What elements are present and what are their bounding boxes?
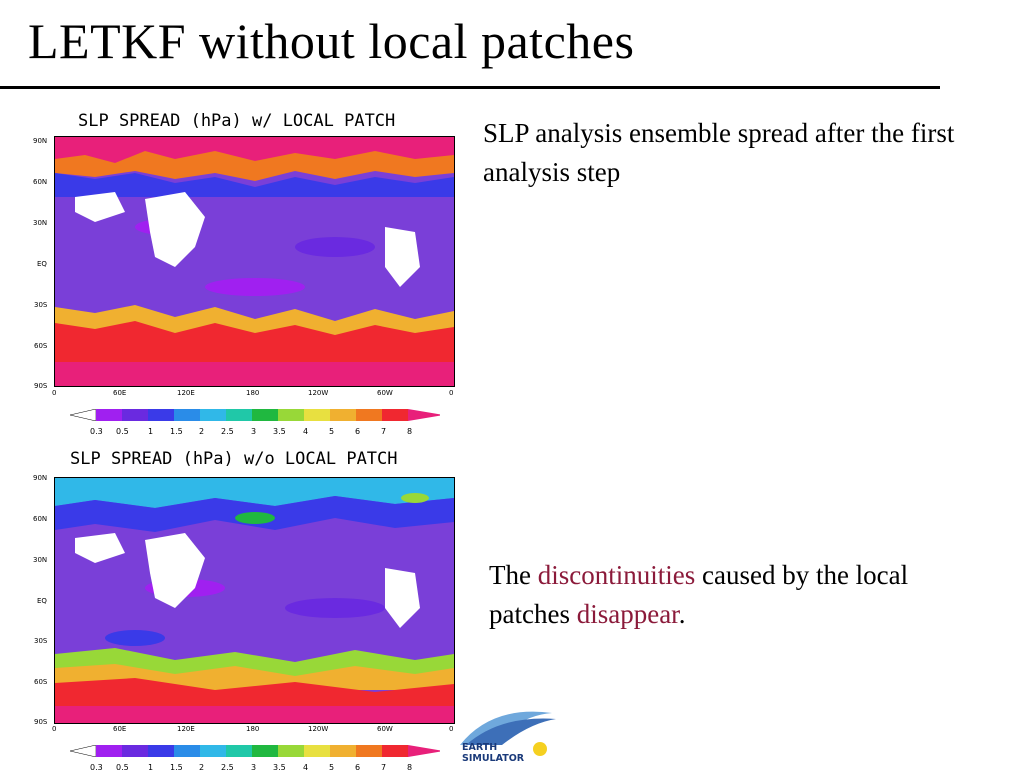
lon-label: 60W xyxy=(377,389,393,397)
colorbar-swatch xyxy=(252,409,278,421)
caption-highlight-disappear: disappear xyxy=(576,599,679,629)
lat-label: 90N xyxy=(33,137,48,145)
panel-title: SLP SPREAD (hPa) w/ LOCAL PATCH xyxy=(78,111,396,131)
lat-label: 90N xyxy=(33,474,48,482)
lon-label: 0 xyxy=(52,725,57,733)
colorbar-swatch xyxy=(122,409,148,421)
colorbar-label: 7 xyxy=(381,427,387,436)
colorbar-swatches xyxy=(69,408,444,422)
lon-label: 60W xyxy=(377,725,393,733)
logo-text: EARTH SIMULATOR xyxy=(462,742,524,764)
colorbar: 0.3 0.5 1 1.5 2 2.5 3 3.5 4 5 6 7 8 xyxy=(69,408,444,436)
lat-label: 60S xyxy=(34,678,48,686)
colorbar-label: 1.5 xyxy=(170,427,183,436)
logo-line-earth: EARTH xyxy=(462,742,498,753)
colorbar-under-triangle xyxy=(69,408,97,422)
colorbar-swatch xyxy=(174,409,200,421)
colorbar-label: 1 xyxy=(148,427,154,436)
colorbar-labels: 0.3 0.5 1 1.5 2 2.5 3 3.5 4 5 6 7 8 xyxy=(70,762,440,772)
panel-title: SLP SPREAD (hPa) w/o LOCAL PATCH xyxy=(70,449,398,469)
logo-line-simulator: SIMULATOR xyxy=(462,753,525,764)
caption-text: . xyxy=(678,599,686,629)
earth-simulator-logo xyxy=(460,711,556,756)
map-panel-with-local-patch: SLP SPREAD (hPa) w/ LOCAL PATCH 90N 60N … xyxy=(0,105,470,436)
lon-label: 60E xyxy=(113,389,127,397)
spread-field-without-patch xyxy=(55,478,454,723)
spread-map xyxy=(54,477,455,724)
colorbar-swatch xyxy=(174,745,200,757)
colorbar-swatches xyxy=(69,744,444,758)
lon-label: 0 xyxy=(449,725,454,733)
caption-text: The xyxy=(489,560,538,590)
colorbar-swatch xyxy=(148,745,174,757)
lat-label: 30S xyxy=(34,301,48,309)
colorbar-swatch xyxy=(382,409,408,421)
colorbar-swatch xyxy=(356,409,382,421)
colorbar-swatch xyxy=(200,409,226,421)
colorbar-label: 8 xyxy=(407,427,413,436)
colorbar-label: 2 xyxy=(199,427,205,436)
lat-label: EQ xyxy=(37,597,47,605)
colorbar-swatch xyxy=(330,409,356,421)
colorbar-swatch xyxy=(96,745,122,757)
colorbar-swatch xyxy=(382,745,408,757)
slide-title: LETKF without local patches xyxy=(28,13,635,69)
lat-label: 30N xyxy=(33,556,48,564)
title-rule xyxy=(0,86,940,89)
colorbar-swatch xyxy=(278,745,304,757)
colorbar-swatch xyxy=(330,745,356,757)
colorbar-swatch xyxy=(226,745,252,757)
lon-label: 180 xyxy=(246,389,260,397)
colorbar-swatch xyxy=(304,409,330,421)
spread-field-with-patch xyxy=(55,137,454,386)
lat-label: 90S xyxy=(34,718,48,726)
colorbar-label: 5 xyxy=(329,427,335,436)
colorbar-swatch xyxy=(408,409,444,421)
colorbar-swatch xyxy=(278,409,304,421)
colorbar-label: 6 xyxy=(355,427,361,436)
lon-label: 180 xyxy=(246,725,260,733)
colorbar-labels: 0.3 0.5 1 1.5 2 2.5 3 3.5 4 5 6 7 8 xyxy=(70,426,440,436)
caption-highlight-discontinuities: discontinuities xyxy=(537,560,696,590)
lat-label: 30N xyxy=(33,219,48,227)
colorbar-label: 0.5 xyxy=(116,427,129,436)
lon-label: 120E xyxy=(177,725,195,733)
colorbar-swatch xyxy=(96,409,122,421)
colorbar-label: 4 xyxy=(303,427,309,436)
lat-label: 30S xyxy=(34,637,48,645)
colorbar-label: 0.3 xyxy=(90,427,103,436)
lat-label: 60N xyxy=(33,178,48,186)
lat-label: EQ xyxy=(37,260,47,268)
colorbar-under-triangle xyxy=(69,744,97,758)
colorbar-swatch xyxy=(408,745,444,757)
colorbar-label: 3.5 xyxy=(273,427,286,436)
colorbar-label: 2.5 xyxy=(221,427,234,436)
lon-label: 0 xyxy=(449,389,454,397)
colorbar-label: 3 xyxy=(251,427,257,436)
caption-bottom: The discontinuities caused by the local … xyxy=(489,556,989,634)
colorbar-swatch xyxy=(122,745,148,757)
colorbar-swatch xyxy=(252,745,278,757)
caption-top: SLP analysis ensemble spread after the f… xyxy=(483,118,955,187)
spread-map xyxy=(54,136,455,387)
lon-label: 120W xyxy=(308,389,329,397)
colorbar-swatch xyxy=(226,409,252,421)
lon-label: 0 xyxy=(52,389,57,397)
colorbar-swatch xyxy=(200,745,226,757)
lon-label: 120W xyxy=(308,725,329,733)
lat-label: 60N xyxy=(33,515,48,523)
colorbar-swatch xyxy=(356,745,382,757)
colorbar-swatch xyxy=(304,745,330,757)
map-panel-without-local-patch: SLP SPREAD (hPa) w/o LOCAL PATCH 90N 60N… xyxy=(0,441,470,772)
lon-label: 60E xyxy=(113,725,127,733)
colorbar-swatch xyxy=(148,409,174,421)
lat-label: 60S xyxy=(34,342,48,350)
lon-label: 120E xyxy=(177,389,195,397)
lat-label: 90S xyxy=(34,382,48,390)
caption-text: caused by the local patches xyxy=(489,560,909,629)
